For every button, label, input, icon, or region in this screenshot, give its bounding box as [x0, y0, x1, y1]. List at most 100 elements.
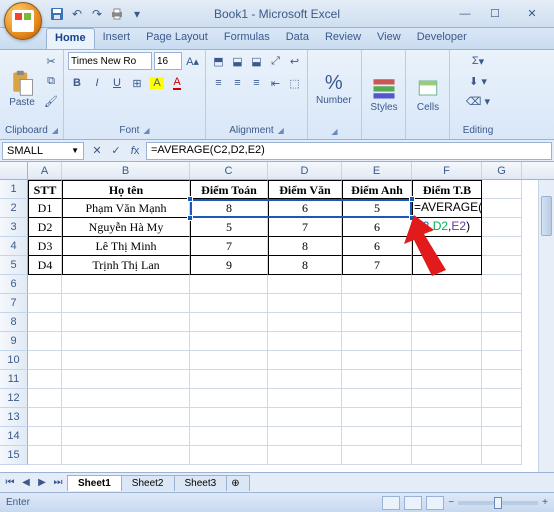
cell[interactable]: 6 [268, 199, 342, 218]
enter-formula-icon[interactable]: ✓ [107, 142, 125, 160]
cell[interactable] [62, 275, 190, 294]
cell[interactable] [28, 294, 62, 313]
cell[interactable] [412, 275, 482, 294]
redo-icon[interactable]: ↷ [88, 5, 106, 23]
format-painter-icon[interactable]: 🖌 [42, 92, 60, 110]
cell[interactable] [28, 275, 62, 294]
cell[interactable] [62, 427, 190, 446]
scrollbar-thumb[interactable] [541, 196, 552, 236]
clipboard-launcher-icon[interactable]: ◢ [52, 126, 58, 135]
undo-icon[interactable]: ↶ [68, 5, 86, 23]
cell[interactable]: Trịnh Thị Lan [62, 256, 190, 275]
cell[interactable] [482, 294, 522, 313]
cell[interactable]: D2 [28, 218, 62, 237]
cell[interactable]: Điểm T.B [412, 180, 482, 199]
cell[interactable]: 7 [342, 256, 412, 275]
fill-color-icon[interactable]: A [148, 74, 166, 92]
cell[interactable] [482, 408, 522, 427]
cell[interactable]: 8 [268, 237, 342, 256]
autosum-button[interactable]: Σ ▾ [454, 52, 502, 70]
row-header[interactable]: 10 [0, 351, 28, 370]
cell[interactable] [62, 389, 190, 408]
cell[interactable] [190, 427, 268, 446]
cell[interactable]: 7 [268, 218, 342, 237]
cell[interactable] [62, 446, 190, 465]
tab-data[interactable]: Data [278, 28, 317, 49]
font-size-select[interactable] [154, 52, 182, 70]
cell[interactable] [342, 332, 412, 351]
cell[interactable] [190, 313, 268, 332]
cell[interactable] [342, 351, 412, 370]
cell[interactable] [62, 294, 190, 313]
cell[interactable]: Điểm Văn [268, 180, 342, 199]
cell[interactable] [28, 427, 62, 446]
align-bottom-icon[interactable]: ⬓ [248, 52, 265, 70]
cell[interactable] [412, 389, 482, 408]
sheet-tab[interactable]: Sheet3 [174, 475, 228, 491]
name-box-dropdown-icon[interactable]: ▼ [71, 146, 79, 155]
print-icon[interactable] [108, 5, 126, 23]
cell[interactable]: D3 [28, 237, 62, 256]
number-format-button[interactable]: % Number [312, 52, 356, 126]
cell[interactable] [28, 313, 62, 332]
zoom-slider[interactable] [458, 501, 538, 505]
font-color-icon[interactable]: A [168, 74, 186, 92]
cell[interactable] [190, 275, 268, 294]
cell[interactable] [342, 370, 412, 389]
minimize-button[interactable]: — [450, 4, 480, 24]
alignment-launcher-icon[interactable]: ◢ [278, 126, 284, 135]
cell[interactable] [268, 332, 342, 351]
sheet-nav-prev-icon[interactable]: ◀ [18, 475, 34, 491]
cell[interactable]: 5 [190, 218, 268, 237]
fill-button[interactable]: ⬇ ▾ [454, 72, 502, 90]
view-break-icon[interactable] [426, 496, 444, 510]
cancel-formula-icon[interactable]: ✕ [88, 142, 106, 160]
align-top-icon[interactable]: ⬒ [210, 52, 227, 70]
cell[interactable] [412, 370, 482, 389]
cell[interactable] [482, 256, 522, 275]
spreadsheet-grid[interactable]: A B C D E F G 1 2 3 4 5 6 7 8 9 10 11 12… [0, 162, 554, 472]
cell[interactable] [342, 389, 412, 408]
row-header[interactable]: 14 [0, 427, 28, 446]
cell[interactable] [190, 408, 268, 427]
border-icon[interactable]: ⊞ [128, 74, 146, 92]
cell[interactable] [482, 370, 522, 389]
sheet-tab[interactable]: Sheet1 [67, 475, 122, 491]
cell[interactable] [412, 351, 482, 370]
cell[interactable] [190, 294, 268, 313]
cell[interactable]: 8 [190, 199, 268, 218]
sheet-nav-first-icon[interactable]: ⏮ [2, 475, 18, 491]
cell[interactable] [342, 446, 412, 465]
sheet-nav-last-icon[interactable]: ⏭ [50, 475, 66, 491]
styles-button[interactable]: Styles [366, 52, 402, 135]
row-header[interactable]: 5 [0, 256, 28, 275]
clear-button[interactable]: ⌫ ▾ [454, 92, 502, 110]
cell[interactable] [62, 408, 190, 427]
cell[interactable] [62, 313, 190, 332]
tab-home[interactable]: Home [46, 28, 95, 49]
cell[interactable] [190, 351, 268, 370]
cell[interactable] [268, 313, 342, 332]
row-header[interactable]: 2 [0, 199, 28, 218]
cell[interactable]: 6 [342, 237, 412, 256]
cell[interactable] [412, 237, 482, 256]
cell[interactable]: D4 [28, 256, 62, 275]
row-header[interactable]: 15 [0, 446, 28, 465]
cell[interactable] [482, 351, 522, 370]
cell[interactable] [412, 408, 482, 427]
cell[interactable] [28, 370, 62, 389]
cell[interactable] [482, 237, 522, 256]
cell[interactable] [482, 313, 522, 332]
cell[interactable] [268, 294, 342, 313]
sheet-nav-next-icon[interactable]: ▶ [34, 475, 50, 491]
cell[interactable] [342, 313, 412, 332]
cell[interactable] [28, 351, 62, 370]
underline-button[interactable]: U [108, 74, 126, 92]
cell[interactable]: 7 [190, 237, 268, 256]
tab-developer[interactable]: Developer [409, 28, 475, 49]
cell[interactable] [268, 427, 342, 446]
cell[interactable]: 9 [190, 256, 268, 275]
col-header-b[interactable]: B [62, 162, 190, 179]
tab-formulas[interactable]: Formulas [216, 28, 278, 49]
cell[interactable] [268, 408, 342, 427]
